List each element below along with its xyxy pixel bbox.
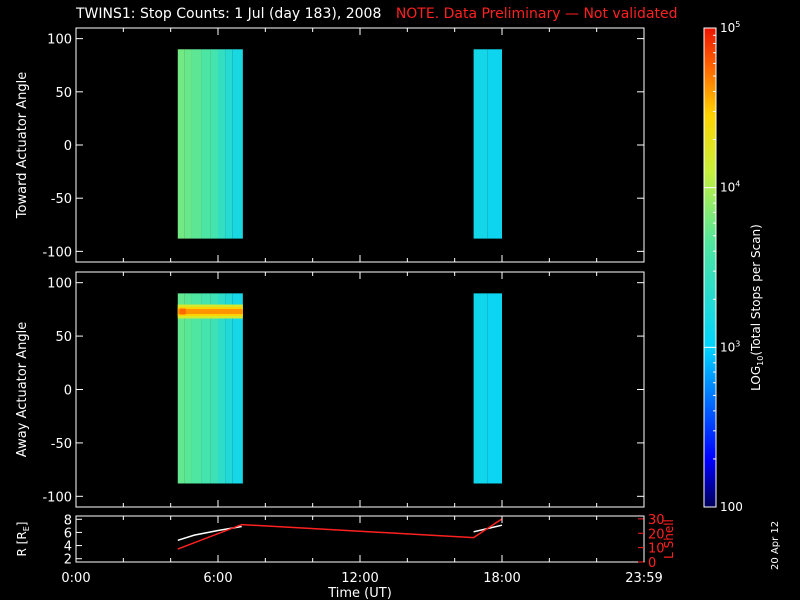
lshell-axis-label: L Shell bbox=[662, 519, 676, 559]
lshell-series-line-2 bbox=[177, 518, 503, 550]
heatmap-stripe-away-1-1 bbox=[487, 293, 502, 484]
r-tick-label: 2 bbox=[64, 553, 72, 568]
y-tick-label-away: 100 bbox=[47, 277, 72, 292]
y-axis-label-toward: Toward Actuator Angle bbox=[15, 72, 30, 219]
colorbar-tick-base: 10 bbox=[720, 181, 735, 195]
colorbar-tick-exp: 5 bbox=[735, 20, 740, 29]
heatmap-stripe-toward-0-0 bbox=[177, 49, 185, 239]
heatmap-stripe-toward-0-2 bbox=[191, 49, 202, 239]
chart-title: TWINS1: Stop Counts: 1 Jul (day 183), 20… bbox=[76, 6, 678, 22]
heatmap-stripe-away-0-7 bbox=[232, 293, 243, 484]
heatmap-stripe-away-0-6 bbox=[225, 293, 233, 484]
preliminary-note: NOTE. Data Preliminary — Not validated bbox=[395, 6, 678, 22]
y-tick-label-away: -100 bbox=[42, 490, 72, 505]
heatmap-frame-away bbox=[75, 271, 645, 508]
title-text: TWINS1: Stop Counts: 1 Jul (day 183), 20… bbox=[76, 6, 382, 22]
heatmap-frame-toward bbox=[75, 27, 645, 263]
r-tick-label: 8 bbox=[64, 513, 72, 528]
heatmap-hotspot-band-2 bbox=[177, 309, 243, 315]
heatmap-stripe-away-0-0 bbox=[177, 293, 185, 484]
colorbar-tick-label: 105 bbox=[720, 20, 740, 35]
lshell-tick-label: 10 bbox=[648, 542, 665, 557]
heatmap-stripe-away-0-2 bbox=[191, 293, 202, 484]
heatmap-stripe-away-0-5 bbox=[218, 293, 226, 484]
heatmap-stripe-toward-1-0 bbox=[473, 49, 488, 239]
colorbar-tick-base: 10 bbox=[720, 340, 735, 354]
r-tick-label: 4 bbox=[64, 540, 72, 555]
x-axis-label: Time (UT) bbox=[327, 586, 392, 600]
r-axis-label-close: ] bbox=[15, 522, 29, 527]
colorbar-scale bbox=[703, 27, 717, 508]
colorbar-label: LOG10(Total Stops per Scan) bbox=[749, 224, 765, 391]
r-axis-label-sub: E bbox=[22, 526, 31, 531]
heatmap-stripe-toward-0-5 bbox=[218, 49, 226, 239]
lshell-tick-label: 0 bbox=[648, 556, 656, 571]
colorbar-tick-label: 104 bbox=[720, 180, 740, 195]
y-tick-label-toward: -50 bbox=[51, 192, 72, 207]
heatmap-stripe-toward-0-4 bbox=[210, 49, 218, 239]
r-tick-label: 6 bbox=[64, 526, 72, 541]
heatmap-hotspot-peak bbox=[179, 308, 186, 315]
y-tick-label-toward: 50 bbox=[55, 86, 72, 101]
y-tick-label-away: 50 bbox=[55, 330, 72, 345]
heatmap-stripe-toward-1-1 bbox=[487, 49, 502, 239]
x-tick-label: 12:00 bbox=[341, 571, 378, 586]
colorbar-tick-base: 10 bbox=[720, 21, 735, 35]
y-tick-label-away: 0 bbox=[64, 384, 72, 399]
colorbar-label-sub: 10 bbox=[756, 356, 765, 366]
y-tick-label-toward: -100 bbox=[42, 245, 72, 260]
colorbar-tick-exp: 4 bbox=[735, 180, 740, 189]
x-tick-label: 18:00 bbox=[483, 571, 520, 586]
r-axis-label: R [RE] bbox=[15, 522, 31, 557]
y-tick-label-away: -50 bbox=[51, 437, 72, 452]
heatmap-stripe-toward-0-7 bbox=[232, 49, 243, 239]
heatmap-stripe-toward-0-6 bbox=[225, 49, 233, 239]
heatmap-stripe-away-1-0 bbox=[473, 293, 488, 484]
colorbar-tick-base: 100 bbox=[720, 500, 743, 514]
toward-heatmap-panel: 100 50 0 -50 -100 Toward Actuator Angle bbox=[15, 27, 645, 263]
colorbar-tick-label: 103 bbox=[720, 339, 740, 354]
colorbar-label-rest: (Total Stops per Scan) bbox=[749, 224, 763, 355]
colorbar-label-log: LOG bbox=[749, 366, 763, 391]
away-heatmap-panel: 100 50 0 -50 -100 Away Actuator Angle bbox=[15, 271, 645, 508]
y-tick-label-toward: 0 bbox=[64, 139, 72, 154]
x-tick-label: 23:59 bbox=[625, 571, 662, 586]
heatmap-stripe-away-0-3 bbox=[201, 293, 211, 484]
heatmap-stripe-away-0-4 bbox=[210, 293, 218, 484]
y-axis-label-away: Away Actuator Angle bbox=[15, 322, 30, 457]
x-tick-label: 6:00 bbox=[203, 571, 232, 586]
lshell-tick-label: 30 bbox=[648, 513, 665, 528]
y-tick-label-toward: 100 bbox=[47, 33, 72, 48]
heatmap-stripe-toward-0-1 bbox=[184, 49, 192, 239]
colorbar-tick-label: 100 bbox=[720, 500, 743, 514]
r-axis-label-main: R [R bbox=[15, 531, 29, 556]
lshell-tick-label: 20 bbox=[648, 527, 665, 542]
x-tick-label: 0:00 bbox=[61, 571, 90, 586]
colorbar-tick-exp: 3 bbox=[735, 339, 740, 348]
datestamp: 20 Apr 12 bbox=[770, 520, 781, 570]
heatmap-stripe-toward-0-3 bbox=[201, 49, 211, 239]
heatmap-stripe-away-0-1 bbox=[184, 293, 192, 484]
